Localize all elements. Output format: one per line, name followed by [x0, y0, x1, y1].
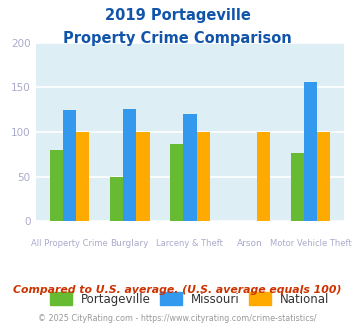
Bar	[136, 132, 149, 221]
Bar	[290, 153, 304, 221]
Text: Burglary: Burglary	[110, 239, 149, 248]
Text: Compared to U.S. average. (U.S. average equals 100): Compared to U.S. average. (U.S. average …	[13, 285, 342, 295]
Text: 2019 Portageville: 2019 Portageville	[105, 8, 250, 23]
Legend: Portageville, Missouri, National: Portageville, Missouri, National	[46, 287, 334, 311]
Text: Property Crime Comparison: Property Crime Comparison	[63, 31, 292, 46]
Text: Motor Vehicle Theft: Motor Vehicle Theft	[269, 239, 351, 248]
Bar	[123, 109, 136, 221]
Bar	[170, 144, 183, 221]
Bar	[317, 132, 330, 221]
Bar	[63, 110, 76, 221]
Bar	[304, 82, 317, 221]
Bar	[197, 132, 210, 221]
Text: All Property Crime: All Property Crime	[31, 239, 108, 248]
Text: Larceny & Theft: Larceny & Theft	[157, 239, 223, 248]
Bar	[76, 132, 89, 221]
Bar	[257, 132, 270, 221]
Bar	[110, 177, 123, 221]
Bar	[50, 150, 63, 221]
Bar	[183, 114, 197, 221]
Text: © 2025 CityRating.com - https://www.cityrating.com/crime-statistics/: © 2025 CityRating.com - https://www.city…	[38, 314, 317, 323]
Text: Arson: Arson	[237, 239, 263, 248]
